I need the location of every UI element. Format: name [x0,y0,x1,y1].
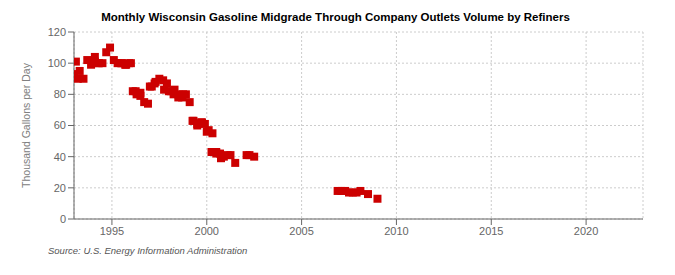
svg-text:0: 0 [60,213,66,225]
svg-text:60: 60 [54,119,66,131]
svg-text:2000: 2000 [195,225,219,237]
svg-text:2015: 2015 [479,225,503,237]
svg-text:2010: 2010 [384,225,408,237]
svg-text:40: 40 [54,151,66,163]
svg-text:120: 120 [48,26,66,38]
svg-text:100: 100 [48,57,66,69]
svg-text:80: 80 [54,88,66,100]
svg-text:1995: 1995 [100,225,124,237]
html-text:Source: U.S. Energy Informatio: Source: U.S. Energy Information Administ… [48,245,248,256]
svg-text:20: 20 [54,182,66,194]
svg-text:Thousand Gallons per Day: Thousand Gallons per Day [20,62,32,188]
svg-text:2005: 2005 [289,225,313,237]
html-text:Monthly Wisconsin Gasoline Mid: Monthly Wisconsin Gasoline Midgrade Thro… [101,11,570,23]
svg-text:2020: 2020 [574,225,598,237]
